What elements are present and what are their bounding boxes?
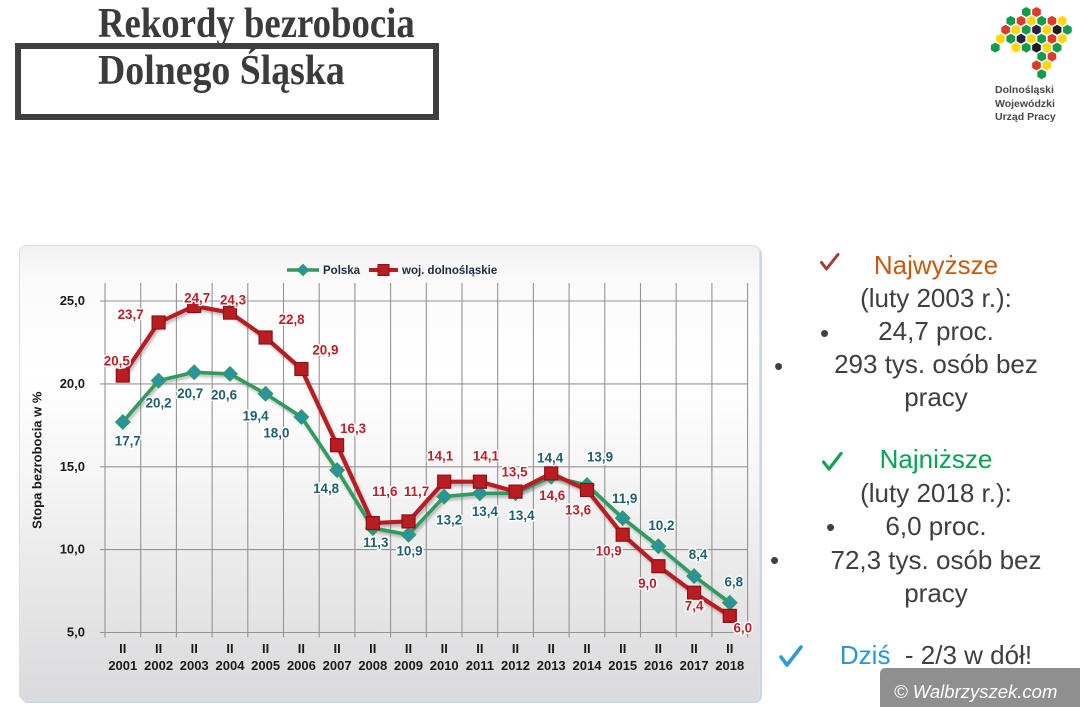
svg-text:II: II bbox=[191, 641, 198, 656]
svg-text:11,3: 11,3 bbox=[363, 535, 388, 550]
svg-text:2013: 2013 bbox=[537, 658, 566, 673]
svg-text:2010: 2010 bbox=[430, 658, 459, 673]
svg-text:18,0: 18,0 bbox=[263, 426, 289, 441]
svg-text:2007: 2007 bbox=[323, 658, 352, 673]
svg-text:II: II bbox=[548, 641, 555, 656]
svg-text:II: II bbox=[226, 641, 233, 656]
svg-text:13,4: 13,4 bbox=[472, 504, 499, 519]
svg-text:II: II bbox=[369, 641, 376, 656]
svg-text:20,7: 20,7 bbox=[177, 386, 203, 401]
svg-text:2008: 2008 bbox=[358, 658, 387, 673]
svg-text:2011: 2011 bbox=[466, 658, 494, 673]
svg-text:6,8: 6,8 bbox=[724, 574, 743, 589]
svg-text:2012: 2012 bbox=[501, 658, 530, 673]
svg-text:II: II bbox=[690, 641, 697, 656]
svg-text:2001: 2001 bbox=[108, 658, 137, 673]
svg-text:Stopa bezrobocia w %: Stopa bezrobocia w % bbox=[30, 391, 45, 529]
svg-text:woj. dolnośląskie: woj. dolnośląskie bbox=[401, 265, 497, 277]
svg-text:14,1: 14,1 bbox=[427, 448, 454, 463]
svg-text:15,0: 15,0 bbox=[60, 459, 85, 474]
svg-text:14,8: 14,8 bbox=[313, 481, 340, 496]
svg-text:13,6: 13,6 bbox=[565, 503, 591, 518]
svg-text:6,0: 6,0 bbox=[733, 621, 752, 636]
svg-text:8,4: 8,4 bbox=[689, 547, 708, 562]
svg-text:13,4: 13,4 bbox=[508, 508, 535, 523]
svg-text:2006: 2006 bbox=[287, 658, 316, 673]
svg-text:10,0: 10,0 bbox=[60, 542, 85, 557]
svg-text:2015: 2015 bbox=[608, 658, 637, 673]
svg-text:20,6: 20,6 bbox=[211, 388, 237, 403]
svg-text:22,8: 22,8 bbox=[279, 312, 306, 327]
svg-text:II: II bbox=[441, 641, 448, 656]
svg-text:II: II bbox=[262, 641, 269, 656]
svg-text:14,4: 14,4 bbox=[537, 450, 564, 465]
svg-text:23,7: 23,7 bbox=[118, 307, 144, 322]
svg-text:II: II bbox=[655, 641, 662, 656]
svg-text:13,9: 13,9 bbox=[587, 450, 613, 465]
svg-text:2003: 2003 bbox=[180, 658, 209, 673]
svg-text:II: II bbox=[405, 641, 412, 656]
svg-text:7,4: 7,4 bbox=[685, 598, 704, 613]
svg-text:11,6: 11,6 bbox=[372, 484, 397, 499]
svg-text:17,7: 17,7 bbox=[115, 434, 141, 449]
svg-text:20,9: 20,9 bbox=[312, 343, 338, 358]
svg-text:II: II bbox=[619, 641, 626, 656]
svg-text:11,9: 11,9 bbox=[612, 491, 637, 506]
svg-text:10,2: 10,2 bbox=[648, 518, 674, 533]
svg-text:II: II bbox=[726, 641, 733, 656]
svg-text:11,7: 11,7 bbox=[404, 484, 429, 499]
svg-text:20,5: 20,5 bbox=[104, 353, 131, 368]
svg-text:13,5: 13,5 bbox=[501, 464, 528, 479]
svg-text:19,4: 19,4 bbox=[243, 409, 270, 424]
svg-text:Polska: Polska bbox=[323, 265, 361, 277]
svg-text:25,0: 25,0 bbox=[60, 293, 85, 308]
svg-text:9,0: 9,0 bbox=[638, 576, 657, 591]
svg-text:14,6: 14,6 bbox=[539, 488, 565, 503]
svg-text:II: II bbox=[512, 641, 519, 656]
svg-text:2016: 2016 bbox=[644, 658, 673, 673]
svg-text:24,3: 24,3 bbox=[220, 292, 246, 307]
svg-text:II: II bbox=[583, 641, 590, 656]
svg-text:2002: 2002 bbox=[144, 658, 173, 673]
svg-text:2005: 2005 bbox=[251, 658, 280, 673]
svg-text:2004: 2004 bbox=[216, 658, 246, 673]
svg-text:16,3: 16,3 bbox=[340, 421, 366, 436]
svg-text:II: II bbox=[298, 641, 305, 656]
svg-text:10,9: 10,9 bbox=[396, 543, 422, 558]
svg-text:20,2: 20,2 bbox=[146, 395, 172, 410]
svg-text:5,0: 5,0 bbox=[67, 625, 85, 640]
svg-text:14,1: 14,1 bbox=[473, 448, 500, 463]
svg-text:II: II bbox=[119, 641, 126, 656]
svg-text:II: II bbox=[333, 641, 340, 656]
svg-text:24,7: 24,7 bbox=[184, 291, 210, 306]
svg-text:II: II bbox=[155, 641, 162, 656]
svg-text:20,0: 20,0 bbox=[60, 376, 85, 391]
svg-text:10,9: 10,9 bbox=[596, 543, 622, 558]
svg-text:2017: 2017 bbox=[680, 658, 709, 673]
svg-text:2009: 2009 bbox=[394, 658, 423, 673]
svg-text:II: II bbox=[476, 641, 483, 656]
svg-text:2018: 2018 bbox=[715, 658, 744, 673]
svg-text:2014: 2014 bbox=[573, 658, 603, 673]
svg-text:13,2: 13,2 bbox=[436, 512, 462, 527]
